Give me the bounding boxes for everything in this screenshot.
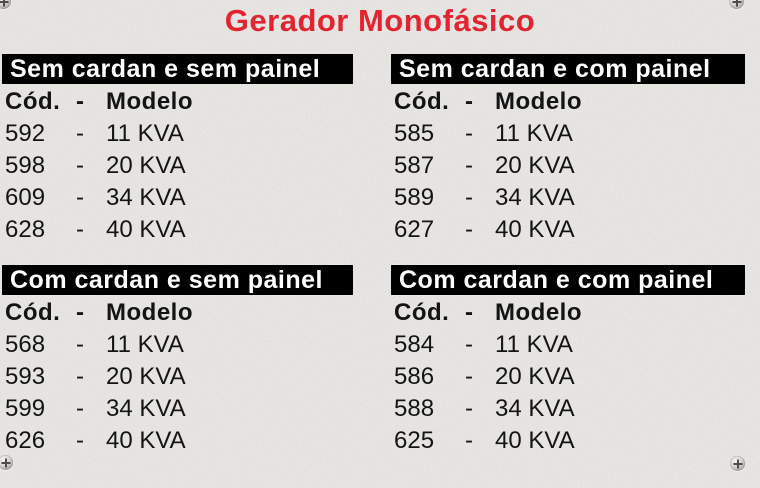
code-column-header: Cód. [394,299,450,326]
product-model: 20 KVA [495,152,575,179]
sections-grid: Sem cardan e sem painel Cód. - Modelo 59… [2,54,745,457]
screw-icon [0,0,11,9]
table-row: 568 - 11 KVA [2,329,353,361]
code-column-header: Cód. [394,88,450,115]
product-model: 11 KVA [495,331,573,358]
model-column-header: Modelo [106,88,193,115]
dash-separator: - [76,184,84,211]
dash-separator: - [465,216,473,243]
product-section: Com cardan e com painel Cód. - Modelo 58… [391,265,745,457]
table-row: 589 - 34 KVA [391,182,745,214]
table-row: 593 - 20 KVA [2,361,353,393]
product-code: 586 [394,363,435,390]
product-model: 11 KVA [106,331,184,358]
table-row: 592 - 11 KVA [2,118,353,150]
product-code: 585 [394,120,435,147]
dash-separator: - [76,216,84,243]
dash-separator: - [465,363,473,390]
product-model: 20 KVA [106,363,186,390]
product-model: 40 KVA [495,216,575,243]
section-heading-bar: Sem cardan e sem painel [2,54,353,84]
product-code: 589 [394,184,435,211]
dash-separator: - [465,88,474,115]
table-row: 599 - 34 KVA [2,393,353,425]
dash-separator: - [76,120,84,147]
dash-separator: - [76,299,85,326]
dash-separator: - [465,299,474,326]
section-heading-bar: Com cardan e sem painel [2,265,353,295]
product-model: 40 KVA [106,427,186,454]
section-heading: Com cardan e sem painel [10,266,324,294]
dash-separator: - [76,427,84,454]
dash-separator: - [465,120,473,147]
product-code: 599 [5,395,46,422]
code-column-header: Cód. [5,299,61,326]
dash-separator: - [76,395,84,422]
product-model: 34 KVA [106,184,186,211]
product-model: 11 KVA [106,120,184,147]
product-code: 593 [5,363,46,390]
product-code: 627 [394,216,435,243]
table-header-row: Cód. - Modelo [2,86,353,118]
table-row: 584 - 11 KVA [391,329,745,361]
product-model: 34 KVA [495,184,575,211]
section-heading: Sem cardan e sem painel [10,55,321,83]
section-heading-bar: Com cardan e com painel [391,265,745,295]
product-model: 34 KVA [106,395,186,422]
section-heading-bar: Sem cardan e com painel [391,54,745,84]
dash-separator: - [465,331,473,358]
product-section: Com cardan e sem painel Cód. - Modelo 56… [2,265,353,457]
table-row: 586 - 20 KVA [391,361,745,393]
table-header-row: Cód. - Modelo [391,297,745,329]
dash-separator: - [76,363,84,390]
model-column-header: Modelo [495,299,582,326]
product-code: 628 [5,216,46,243]
table-row: 628 - 40 KVA [2,214,353,246]
product-code: 625 [394,427,435,454]
product-model: 20 KVA [106,152,186,179]
page-title: Gerador Monofásico [224,3,536,38]
product-code: 592 [5,120,46,147]
dash-separator: - [76,331,84,358]
dash-separator: - [465,152,473,179]
table-row: 585 - 11 KVA [391,118,745,150]
product-code: 626 [5,427,46,454]
table-row: 626 - 40 KVA [2,425,353,457]
table-row: 598 - 20 KVA [2,150,353,182]
product-code: 568 [5,331,46,358]
table-row: 609 - 34 KVA [2,182,353,214]
product-code: 587 [394,152,435,179]
product-model: 20 KVA [495,363,575,390]
product-model: 40 KVA [495,427,575,454]
screw-icon [729,0,744,9]
table-header-row: Cód. - Modelo [2,297,353,329]
table-header-row: Cód. - Modelo [391,86,745,118]
dash-separator: - [76,152,84,179]
table-row: 625 - 40 KVA [391,425,745,457]
product-section: Sem cardan e com painel Cód. - Modelo 58… [391,54,745,246]
product-code: 588 [394,395,435,422]
section-heading: Sem cardan e com painel [399,55,711,83]
product-code: 598 [5,152,46,179]
table-row: 627 - 40 KVA [391,214,745,246]
product-model: 40 KVA [106,216,186,243]
code-column-header: Cód. [5,88,61,115]
product-model: 34 KVA [495,395,575,422]
table-row: 588 - 34 KVA [391,393,745,425]
product-code: 584 [394,331,435,358]
section-heading: Com cardan e com painel [399,266,714,294]
product-code: 609 [5,184,46,211]
screw-icon [0,455,13,470]
dash-separator: - [76,88,85,115]
dash-separator: - [465,427,473,454]
dash-separator: - [465,395,473,422]
table-row: 587 - 20 KVA [391,150,745,182]
dash-separator: - [465,184,473,211]
product-model: 11 KVA [495,120,573,147]
product-section: Sem cardan e sem painel Cód. - Modelo 59… [2,54,353,246]
screw-icon [730,456,745,471]
model-column-header: Modelo [495,88,582,115]
model-column-header: Modelo [106,299,193,326]
